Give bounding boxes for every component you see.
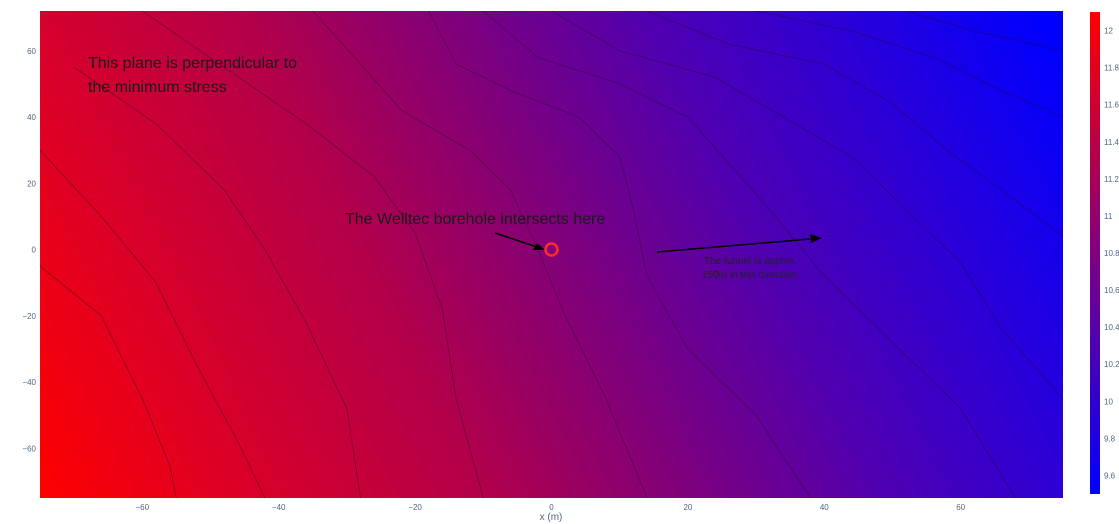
contour-line-3 bbox=[142, 11, 484, 498]
y-tick-label: 0 bbox=[32, 246, 37, 255]
x-tick-label: −40 bbox=[272, 503, 286, 512]
colorbar-tick-label: 11.8 bbox=[1104, 64, 1119, 73]
y-tick-label: −20 bbox=[22, 312, 36, 321]
plane-annotation-line2: the minimum stress bbox=[88, 79, 227, 96]
colorbar-tick-label: 10.8 bbox=[1104, 249, 1119, 258]
colorbar-tick-label: 10.2 bbox=[1104, 360, 1119, 369]
x-axis-title: x (m) bbox=[540, 512, 563, 523]
y-tick-label: −40 bbox=[22, 378, 36, 387]
contour-line-4 bbox=[312, 11, 648, 498]
contour-line-8 bbox=[646, 11, 1063, 237]
x-tick-label: 40 bbox=[820, 503, 829, 512]
colorbar-tick-label: 10 bbox=[1104, 397, 1113, 406]
contour-line-6 bbox=[483, 11, 1016, 498]
colorbar-tick-label: 10.6 bbox=[1104, 286, 1119, 295]
colorbar-tick-label: 11.2 bbox=[1104, 175, 1119, 184]
contour-lines bbox=[40, 11, 1063, 498]
x-axis-ticks: −60 −40 −20 0 20 40 60 bbox=[136, 503, 966, 512]
tunnel-arrow bbox=[656, 234, 822, 253]
plane-annotation-line1: This plane is perpendicular to bbox=[88, 55, 297, 72]
colorbar-tick-label: 10.4 bbox=[1104, 323, 1119, 332]
colorbar bbox=[1090, 12, 1100, 494]
contour-line-2 bbox=[73, 66, 361, 498]
x-tick-label: 60 bbox=[956, 503, 965, 512]
colorbar-tick-label: 11.6 bbox=[1104, 101, 1119, 110]
tunnel-annotation-line1: The tunnel is approx. bbox=[704, 256, 797, 267]
contour-line-0 bbox=[40, 265, 177, 498]
contour-line-1 bbox=[40, 149, 266, 498]
x-tick-label: −60 bbox=[136, 503, 150, 512]
y-axis-ticks: 60 40 20 0 −20 −40 −60 bbox=[22, 47, 36, 454]
colorbar-tick-label: 12 bbox=[1104, 27, 1113, 36]
colorbar-tick-label: 9.6 bbox=[1104, 471, 1116, 480]
x-tick-label: 20 bbox=[683, 503, 692, 512]
y-tick-label: 40 bbox=[27, 113, 36, 122]
x-tick-label: 0 bbox=[549, 503, 554, 512]
colorbar-tick-label: 11.4 bbox=[1104, 138, 1119, 147]
contour-line-9 bbox=[756, 11, 1063, 118]
y-tick-label: 20 bbox=[27, 179, 36, 188]
borehole-arrow bbox=[494, 232, 545, 250]
x-tick-label: −20 bbox=[408, 503, 422, 512]
contour-line-10 bbox=[906, 11, 1063, 52]
contour-line-7 bbox=[551, 11, 1063, 399]
colorbar-ticks: 12 11.8 11.6 11.4 11.2 11 10.8 10.6 10.4 10.2 10 9.… bbox=[1104, 27, 1119, 481]
y-tick-label: 60 bbox=[27, 47, 36, 56]
colorbar-tick-label: 11 bbox=[1104, 212, 1113, 221]
borehole-marker bbox=[544, 242, 559, 257]
colorbar-tick-label: 9.8 bbox=[1104, 434, 1116, 443]
contour-line-5 bbox=[428, 11, 811, 498]
tunnel-annotation-line2: 150m in this direction bbox=[702, 270, 797, 281]
borehole-annotation: The Welltec borehole intersects here bbox=[345, 211, 605, 228]
y-tick-label: −60 bbox=[22, 444, 36, 453]
